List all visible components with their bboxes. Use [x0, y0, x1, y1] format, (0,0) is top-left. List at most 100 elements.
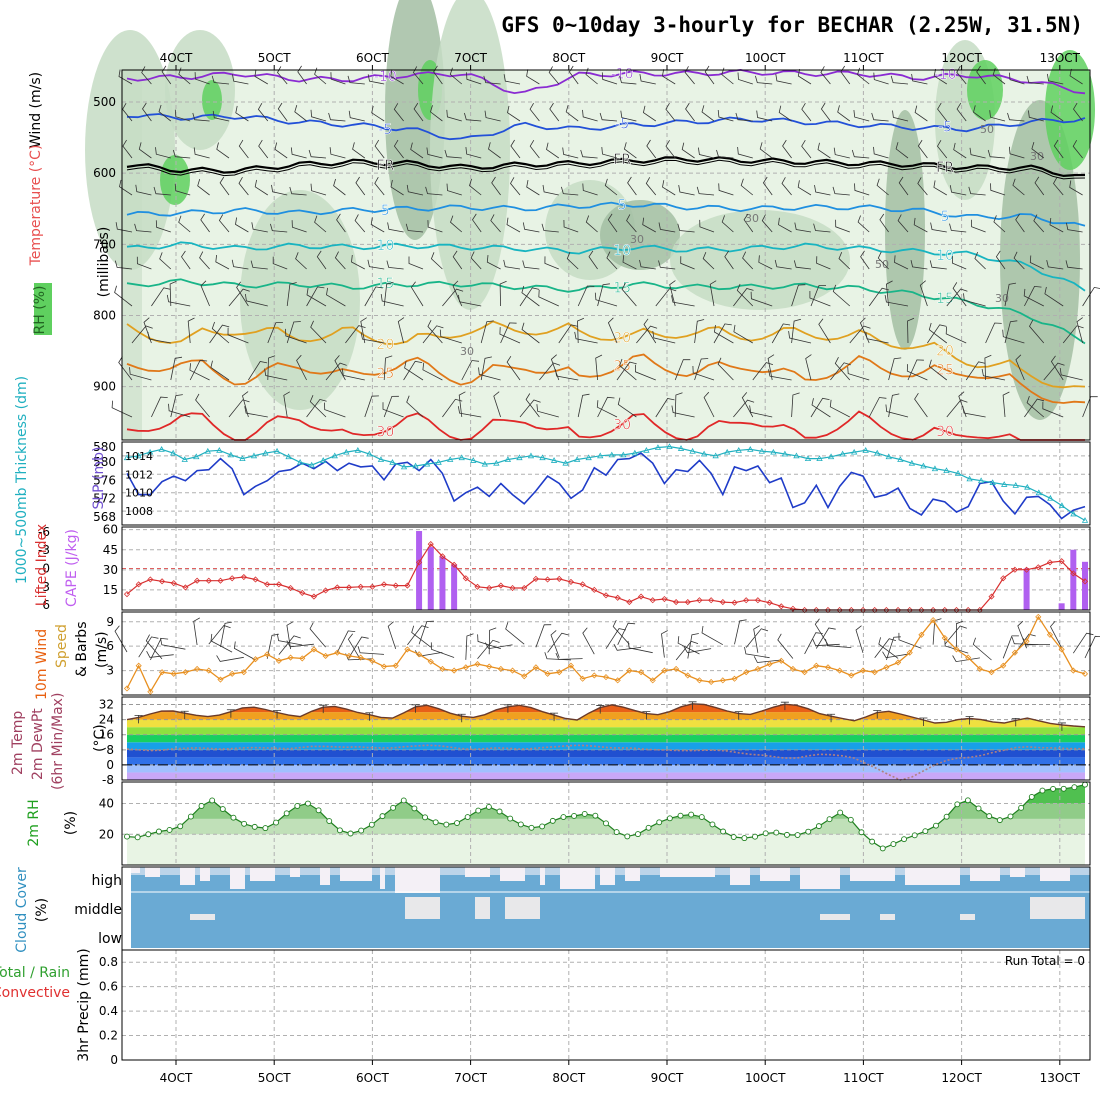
rh-point: [890, 841, 897, 848]
wind-barb: [539, 362, 561, 381]
wind-barb: [1047, 73, 1064, 85]
wind-barb: [674, 359, 691, 381]
wind-barb-10m: [677, 636, 700, 655]
wind-barb: [709, 280, 717, 307]
wind-barb: [1024, 285, 1042, 307]
wind-barb: [965, 361, 986, 381]
wind-barb-10m: [701, 625, 723, 646]
lifted-index-point: [135, 581, 142, 588]
wind-barb: [778, 217, 792, 233]
wind-barb: [895, 142, 909, 159]
isotherm-label: 30: [613, 417, 631, 433]
wind-barb: [114, 260, 133, 270]
wind-barb-10m: [216, 655, 244, 662]
temp-band: [127, 742, 1085, 750]
wind-barb: [775, 73, 792, 85]
thickness-point: [735, 446, 742, 453]
wind-barb: [885, 404, 909, 418]
wind-barb: [685, 102, 695, 122]
temp-minmax: [226, 709, 235, 718]
wind-barb: [1029, 319, 1045, 344]
wind-barb: [478, 367, 501, 381]
wind-barb: [228, 399, 250, 418]
wind-barb-10m: [505, 622, 525, 645]
wind-barb: [607, 317, 618, 344]
wind-barb: [674, 392, 683, 418]
wind-barb: [716, 149, 734, 159]
rh-point: [294, 803, 301, 809]
wind-barb: [658, 222, 676, 233]
wind-barb: [486, 255, 501, 270]
lifted-index-point: [404, 582, 411, 589]
wind-barb: [136, 256, 152, 270]
rh-point: [975, 805, 982, 812]
lifted-index-point: [778, 603, 785, 610]
xtick-bottom: 10OCT: [745, 1071, 786, 1085]
rh-point: [964, 797, 971, 804]
wind-barb: [308, 149, 327, 159]
thickness-point: [1047, 494, 1054, 501]
wind-speed-point: [240, 669, 247, 676]
wind-barb: [888, 393, 900, 418]
wind-barb: [809, 291, 831, 307]
wind-barb: [1024, 398, 1045, 418]
wind-barb-10m: [233, 641, 256, 661]
isotherm-line: [126, 156, 1086, 178]
wind-barb: [118, 69, 133, 85]
rh-point: [326, 818, 333, 824]
isotherm-label: FR: [376, 158, 394, 174]
wind-barb: [427, 320, 443, 344]
wind-barb: [274, 142, 288, 159]
wind-barb-10m: [753, 656, 782, 663]
wind-barb: [703, 391, 715, 418]
wind-barb: [791, 284, 806, 307]
thickness-point: [516, 454, 523, 461]
wind-barb: [634, 364, 656, 381]
wind-barb: [949, 185, 967, 196]
thickness-point: [412, 462, 419, 469]
lifted-index-point: [614, 594, 621, 601]
rh-point: [517, 821, 524, 828]
thickness-point: [781, 450, 789, 457]
precip-panel: [121, 949, 1091, 1061]
y-axis-millibars: (millibars): [96, 227, 112, 298]
lifted-index-point: [380, 581, 388, 588]
lifted-index-point: [521, 584, 528, 592]
wind-barb: [490, 214, 501, 233]
wind-speed-point: [708, 678, 715, 686]
rh-point: [645, 824, 652, 831]
wind-barb: [568, 65, 579, 85]
wind-barb-10m: [753, 625, 760, 653]
ytick-slp: 1010: [125, 487, 153, 500]
wind-barb-10m: [582, 627, 595, 655]
isotherm-label: -5: [615, 116, 629, 132]
wind-speed-point: [696, 677, 703, 684]
wind-barb: [354, 214, 366, 233]
wind-barb: [178, 215, 191, 233]
isotherm-line: [126, 113, 1086, 141]
wind-barb: [267, 322, 283, 344]
wind-barb: [835, 219, 850, 233]
rh-point: [1060, 785, 1067, 792]
wind-barb: [639, 74, 656, 85]
wind-barb: [413, 102, 424, 122]
wind-barb: [898, 176, 909, 196]
lifted-index-point: [194, 577, 201, 584]
wind-barb: [871, 112, 889, 122]
wind-barb: [374, 139, 385, 159]
wind-barb: [981, 368, 1006, 381]
wind-speed-point: [684, 672, 691, 679]
lifted-index-point: [229, 575, 236, 582]
wind-barb: [286, 282, 297, 307]
wind-barb-10m: [745, 628, 769, 648]
wind-barb: [838, 252, 851, 270]
wind-barb: [172, 149, 191, 159]
wind-barb: [248, 361, 268, 381]
wind-speed-point: [497, 665, 504, 673]
thickness-point: [954, 470, 962, 476]
wind-barb: [503, 74, 521, 85]
rh-point: [794, 832, 801, 838]
wind-barb: [499, 327, 521, 344]
wind-barb: [412, 66, 424, 85]
wind-barb: [868, 397, 887, 418]
